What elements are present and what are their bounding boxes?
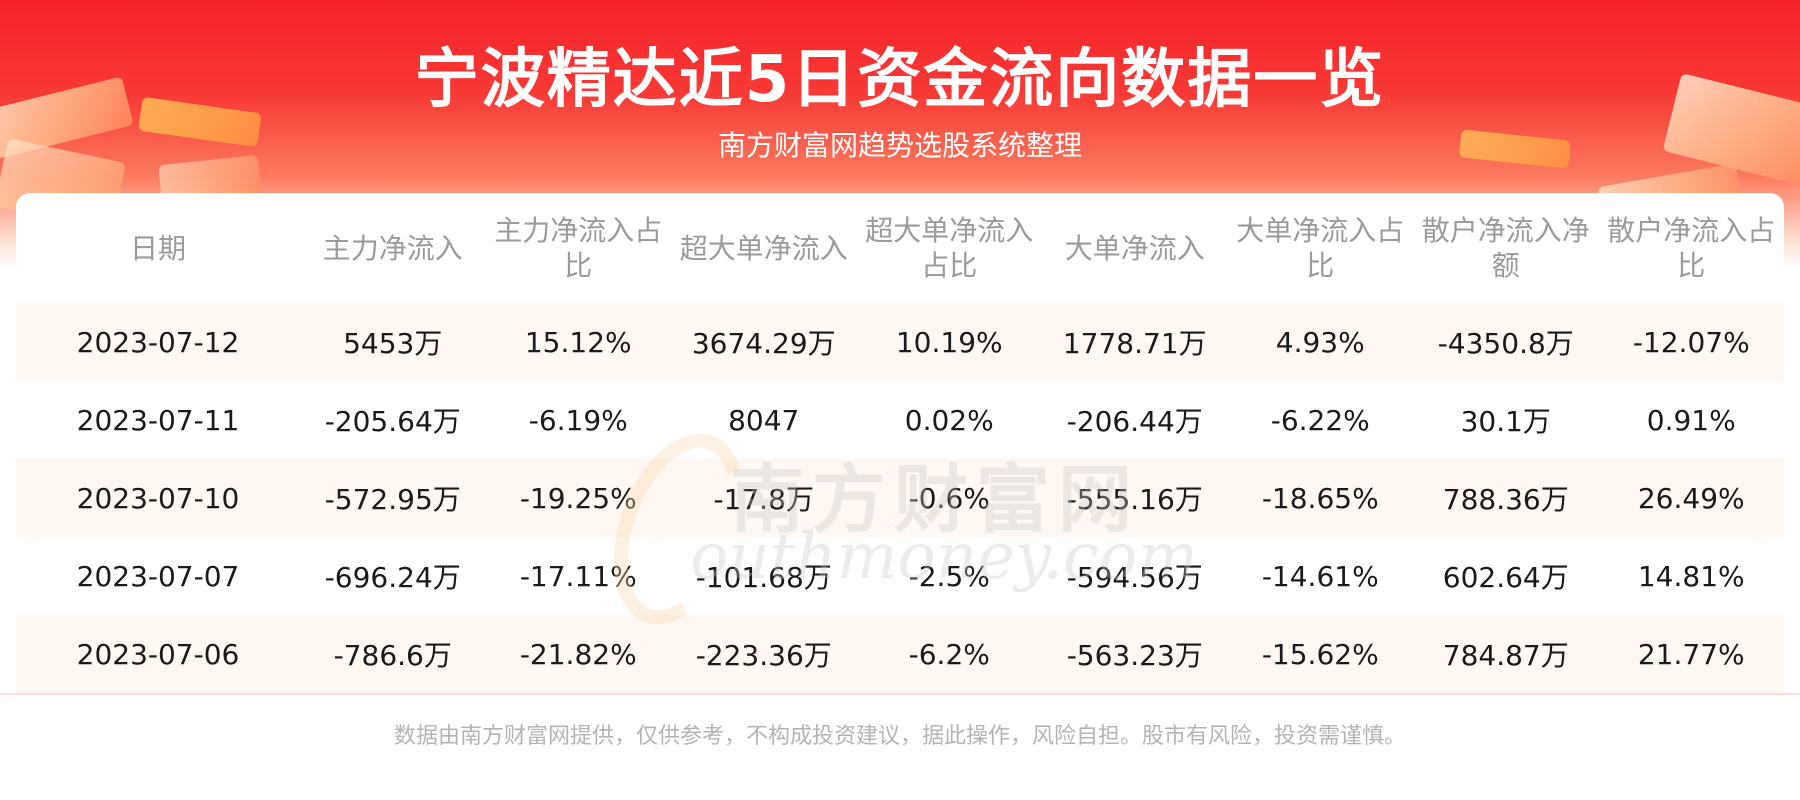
cell-large-inflow: -555.16万 <box>1042 459 1228 537</box>
cell-main-inflow: -696.24万 <box>300 537 486 615</box>
column-header-date: 日期 <box>129 231 186 265</box>
column-header-retail-pct: 散户净流入占比 <box>1607 214 1776 282</box>
page-subtitle: 南方财富网趋势选股系统整理 <box>717 129 1082 162</box>
cell-date: 2023-07-11 <box>16 381 300 459</box>
cell-super-large-inflow: -223.36万 <box>671 615 857 693</box>
cell-large-inflow: -563.23万 <box>1042 615 1228 693</box>
cell-large-inflow-pct: -14.61% <box>1227 537 1413 615</box>
table-row: 2023-07-06 -786.6万 -21.82% -223.36万 -6.2… <box>16 615 1784 693</box>
table-row: 2023-07-12 5453万 15.12% 3674.29万 10.19% … <box>16 303 1784 381</box>
cell-main-inflow-pct: -6.19% <box>485 381 671 459</box>
cell-large-inflow-pct: -18.65% <box>1227 459 1413 537</box>
cell-super-large-inflow-pct: -6.2% <box>856 615 1042 693</box>
footer-divider <box>0 693 1800 695</box>
cell-main-inflow-pct: 15.12% <box>485 303 671 381</box>
table-header-row: 日期 主力净流入 主力净流入占比 超大单净流入 超大单净流入占比 大单净流入 大… <box>16 193 1784 303</box>
table-row: 2023-07-07 -696.24万 -17.11% -101.68万 -2.… <box>16 537 1784 615</box>
column-header-super-large-inflow-pct: 超大单净流入占比 <box>865 214 1034 282</box>
cell-retail-pct: 26.49% <box>1598 459 1784 537</box>
cell-date: 2023-07-12 <box>16 303 300 381</box>
fund-flow-table: 日期 主力净流入 主力净流入占比 超大单净流入 超大单净流入占比 大单净流入 大… <box>16 193 1784 693</box>
cell-large-inflow: 1778.71万 <box>1042 303 1228 381</box>
cell-retail-net: 30.1万 <box>1413 381 1599 459</box>
cell-super-large-inflow-pct: -0.6% <box>856 459 1042 537</box>
cell-large-inflow-pct: -15.62% <box>1227 615 1413 693</box>
cell-large-inflow: -206.44万 <box>1042 381 1228 459</box>
cell-main-inflow-pct: -17.11% <box>485 537 671 615</box>
cell-large-inflow: -594.56万 <box>1042 537 1228 615</box>
footer-disclaimer: 数据由南方财富网提供，仅供参考，不构成投资建议，据此操作，风险自担。股市有风险，… <box>393 724 1406 749</box>
cell-super-large-inflow: -101.68万 <box>671 537 857 615</box>
table-row: 2023-07-11 -205.64万 -6.19% 8047 0.02% -2… <box>16 381 1784 459</box>
cell-retail-net: -4350.8万 <box>1413 303 1599 381</box>
cell-super-large-inflow-pct: 10.19% <box>856 303 1042 381</box>
cell-date: 2023-07-06 <box>16 615 300 693</box>
cell-super-large-inflow: 8047 <box>671 381 857 459</box>
cell-main-inflow-pct: -19.25% <box>485 459 671 537</box>
table-row: 2023-07-10 -572.95万 -19.25% -17.8万 -0.6%… <box>16 459 1784 537</box>
cell-super-large-inflow-pct: 0.02% <box>856 381 1042 459</box>
cell-large-inflow-pct: 4.93% <box>1227 303 1413 381</box>
column-header-large-inflow-pct: 大单净流入占比 <box>1236 214 1405 282</box>
cell-retail-net: 602.64万 <box>1413 537 1599 615</box>
cell-retail-pct: 0.91% <box>1598 381 1784 459</box>
cell-large-inflow-pct: -6.22% <box>1227 381 1413 459</box>
column-header-large-inflow: 大单净流入 <box>1064 231 1205 265</box>
cell-retail-pct: 14.81% <box>1598 537 1784 615</box>
column-header-main-inflow-pct: 主力净流入占比 <box>494 214 663 282</box>
column-header-super-large-inflow: 超大单净流入 <box>679 231 848 265</box>
cell-main-inflow-pct: -21.82% <box>485 615 671 693</box>
cell-retail-net: 784.87万 <box>1413 615 1599 693</box>
cell-super-large-inflow-pct: -2.5% <box>856 537 1042 615</box>
cell-retail-net: 788.36万 <box>1413 459 1599 537</box>
cell-main-inflow: -786.6万 <box>300 615 486 693</box>
cell-retail-pct: -12.07% <box>1598 303 1784 381</box>
page-title: 宁波精达近5日资金流向数据一览 <box>414 43 1386 117</box>
cell-date: 2023-07-10 <box>16 459 300 537</box>
cell-main-inflow: 5453万 <box>300 303 486 381</box>
cell-super-large-inflow: -17.8万 <box>671 459 857 537</box>
column-header-main-inflow: 主力净流入 <box>322 231 463 265</box>
column-header-retail-net: 散户净流入净额 <box>1421 214 1590 282</box>
cell-date: 2023-07-07 <box>16 537 300 615</box>
cell-main-inflow: -205.64万 <box>300 381 486 459</box>
data-card: 日期 主力净流入 主力净流入占比 超大单净流入 超大单净流入占比 大单净流入 大… <box>16 193 1784 693</box>
cell-main-inflow: -572.95万 <box>300 459 486 537</box>
cell-retail-pct: 21.77% <box>1598 615 1784 693</box>
cell-super-large-inflow: 3674.29万 <box>671 303 857 381</box>
